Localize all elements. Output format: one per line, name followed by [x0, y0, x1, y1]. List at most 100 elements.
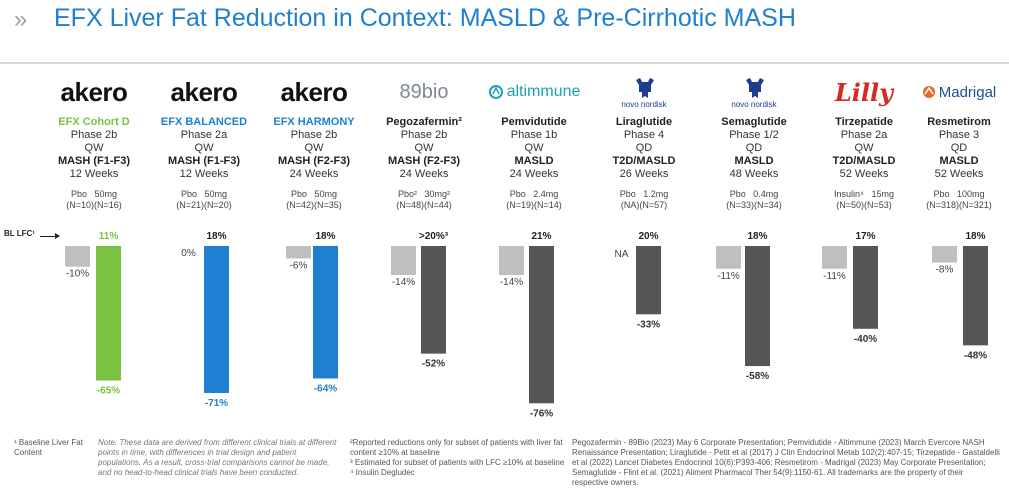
drug-name: Pemvidutide: [501, 116, 567, 128]
comparator-n: (N=21): [176, 200, 204, 210]
header: » EFX Liver Fat Reduction in Context: MA…: [0, 0, 1009, 60]
drug-value-label: -65%: [97, 386, 120, 397]
drug-name: Pegozafermin²: [386, 116, 462, 128]
drug-name: EFX HARMONY: [273, 116, 355, 128]
footnote-2: ²Reported reductions only for subset of …: [350, 438, 563, 457]
comparator-n: (N=33): [726, 200, 754, 210]
trial-phase: Phase 2b: [290, 129, 338, 141]
footnote-1: ¹ Baseline Liver Fat Content: [14, 438, 83, 457]
indication: T2D/MASLD: [832, 155, 896, 167]
trial-column: akero EFX HARMONY Phase 2b QW MASH (F2-F3) 24…: [259, 70, 369, 211]
altimmune-logo-text: altimmune: [506, 83, 581, 100]
comparator-dose: Pbo: [290, 189, 307, 199]
89bio-logo: 89bio: [369, 70, 479, 114]
placebo-value-label: -11%: [717, 271, 740, 282]
dose-group-labels: Pbo 100mg (N=318)(N=321): [909, 189, 1009, 211]
akero-logo-text: akero: [280, 76, 348, 107]
drug-n: (N=53): [864, 200, 892, 210]
indication: MASLD: [734, 155, 774, 167]
placebo-value-label: -8%: [936, 265, 954, 276]
indication: T2D/MASLD: [612, 155, 676, 167]
dose-group-labels: Pbo 50mg (N=42)(N=35): [259, 189, 369, 211]
dose-group-labels: Insulin⁴ 15mg (N=50)(N=53): [809, 189, 919, 211]
comparator-n: (N=19): [506, 200, 534, 210]
drug-name: EFX BALANCED: [160, 116, 248, 128]
drug-n: (N=44): [424, 200, 452, 210]
akero-logo: akero: [39, 70, 149, 114]
baseline-arrow: [40, 236, 56, 237]
drug-name: Resmetirom: [927, 116, 991, 128]
indication: MASH (F2-F3): [277, 155, 351, 167]
placebo-bar: [716, 246, 741, 269]
dose-group-labels: Pbo² 30mg² (N=48)(N=44): [369, 189, 479, 211]
apis-bull-icon: [745, 77, 764, 98]
dose-group-labels: Pbo 50mg (N=10)(N=16): [39, 189, 149, 211]
indication: MASH (F1-F3): [167, 155, 241, 167]
trial-duration: 48 Weeks: [729, 168, 779, 180]
baseline-value-label: 20%: [638, 231, 658, 242]
comparator-dose: Pbo: [180, 189, 197, 199]
novo-nordisk-logo: novo nordisk: [699, 70, 809, 114]
drug-n: (N=57): [639, 200, 668, 210]
trial-column: novo nordisk Liraglutide Phase 4 QD T2D/MASL…: [589, 70, 699, 211]
drug-n: (N=14): [534, 200, 562, 210]
madrigal-mark-icon: [922, 86, 935, 98]
drug-name: Liraglutide: [615, 116, 673, 128]
placebo-value-label: NA: [615, 249, 629, 260]
placebo-bar: [932, 246, 957, 263]
akero-logo-text: akero: [60, 76, 128, 107]
trial-duration: 24 Weeks: [399, 168, 449, 180]
page-title: EFX Liver Fat Reduction in Context: MASL…: [54, 4, 796, 32]
dosing-frequency: QW: [84, 142, 104, 154]
akero-logo: akero: [259, 70, 369, 114]
drug-value-label: -48%: [964, 350, 987, 361]
akero-logo: akero: [149, 70, 259, 114]
drug-value-label: -76%: [530, 408, 553, 419]
trial-phase: Phase 1b: [510, 129, 558, 141]
comparator-dose: Pbo: [70, 189, 87, 199]
drug-bar: [745, 246, 770, 367]
drug-value-label: -33%: [637, 319, 660, 330]
drug-n: (N=16): [94, 200, 122, 210]
comparator-n: (N=50): [836, 200, 864, 210]
dosing-frequency: QW: [304, 142, 324, 154]
drug-dose: 100mg: [957, 189, 985, 199]
drug-bar: [96, 246, 121, 381]
drug-bar: [421, 246, 446, 354]
chevron-icon: »: [14, 6, 28, 33]
placebo-value-label: -14%: [500, 277, 523, 288]
placebo-value-label: 0%: [181, 248, 196, 259]
drug-bar: [636, 246, 661, 315]
drug-bar: [853, 246, 878, 329]
trial-phase: Phase 2a: [840, 129, 888, 141]
drug-value-label: -40%: [854, 334, 877, 345]
drug-dose: 0.4mg: [753, 189, 779, 199]
dose-group-labels: Pbo 0.4mg (N=33)(N=34): [699, 189, 809, 211]
lilly-logo-text: Lilly: [834, 77, 894, 107]
novo-nordisk-logo-text: novo nordisk: [621, 99, 667, 109]
drug-name: Tirzepatide: [835, 116, 893, 128]
drug-dose: 50mg: [204, 189, 228, 199]
drug-n: (N=34): [754, 200, 782, 210]
comparator-n: (N=318): [926, 200, 959, 210]
trial-phase: Phase 2b: [400, 129, 448, 141]
drug-value-label: -58%: [746, 371, 769, 382]
trial-column: Lilly Tirzepatide Phase 2a QW T2D/MASLD 52 We…: [809, 70, 919, 211]
madrigal-logo: Madrigal: [909, 70, 1009, 114]
disclaimer-note: Note: These data are derived from differ…: [98, 438, 337, 477]
apis-bull-icon: [635, 77, 654, 98]
placebo-value-label: -6%: [290, 260, 308, 271]
drug-dose: 2.4mg: [533, 189, 559, 199]
drug-n: (N=20): [204, 200, 232, 210]
dosing-frequency: QW: [854, 142, 874, 154]
trial-duration: 52 Weeks: [934, 168, 984, 180]
indication: MASLD: [939, 155, 979, 167]
comparator-dose: Insulin⁴: [834, 189, 864, 199]
trial-duration: 12 Weeks: [179, 168, 229, 180]
baseline-value-label: 11%: [99, 231, 119, 242]
akero-logo-text: akero: [170, 76, 238, 107]
baseline-value-label: 18%: [206, 231, 226, 242]
trial-column: Madrigal Resmetirom Phase 3 QD MASLD 52 Weeks…: [909, 70, 1009, 211]
placebo-bar: [822, 246, 847, 269]
placebo-bar: [391, 246, 416, 275]
